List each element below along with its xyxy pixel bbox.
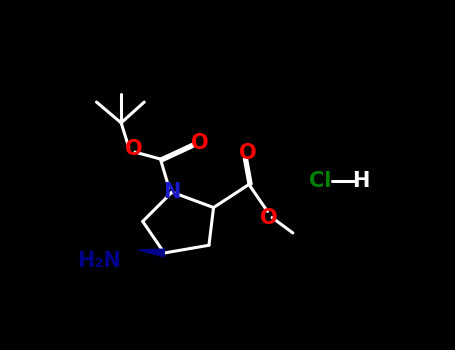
Text: O: O <box>260 208 278 228</box>
Text: O: O <box>191 133 208 153</box>
Text: H: H <box>352 170 369 191</box>
Text: O: O <box>238 143 256 163</box>
Text: H₂N: H₂N <box>77 251 121 272</box>
Text: N: N <box>163 182 181 202</box>
Text: Cl: Cl <box>308 170 331 191</box>
Text: O: O <box>125 139 142 159</box>
Polygon shape <box>139 249 165 257</box>
